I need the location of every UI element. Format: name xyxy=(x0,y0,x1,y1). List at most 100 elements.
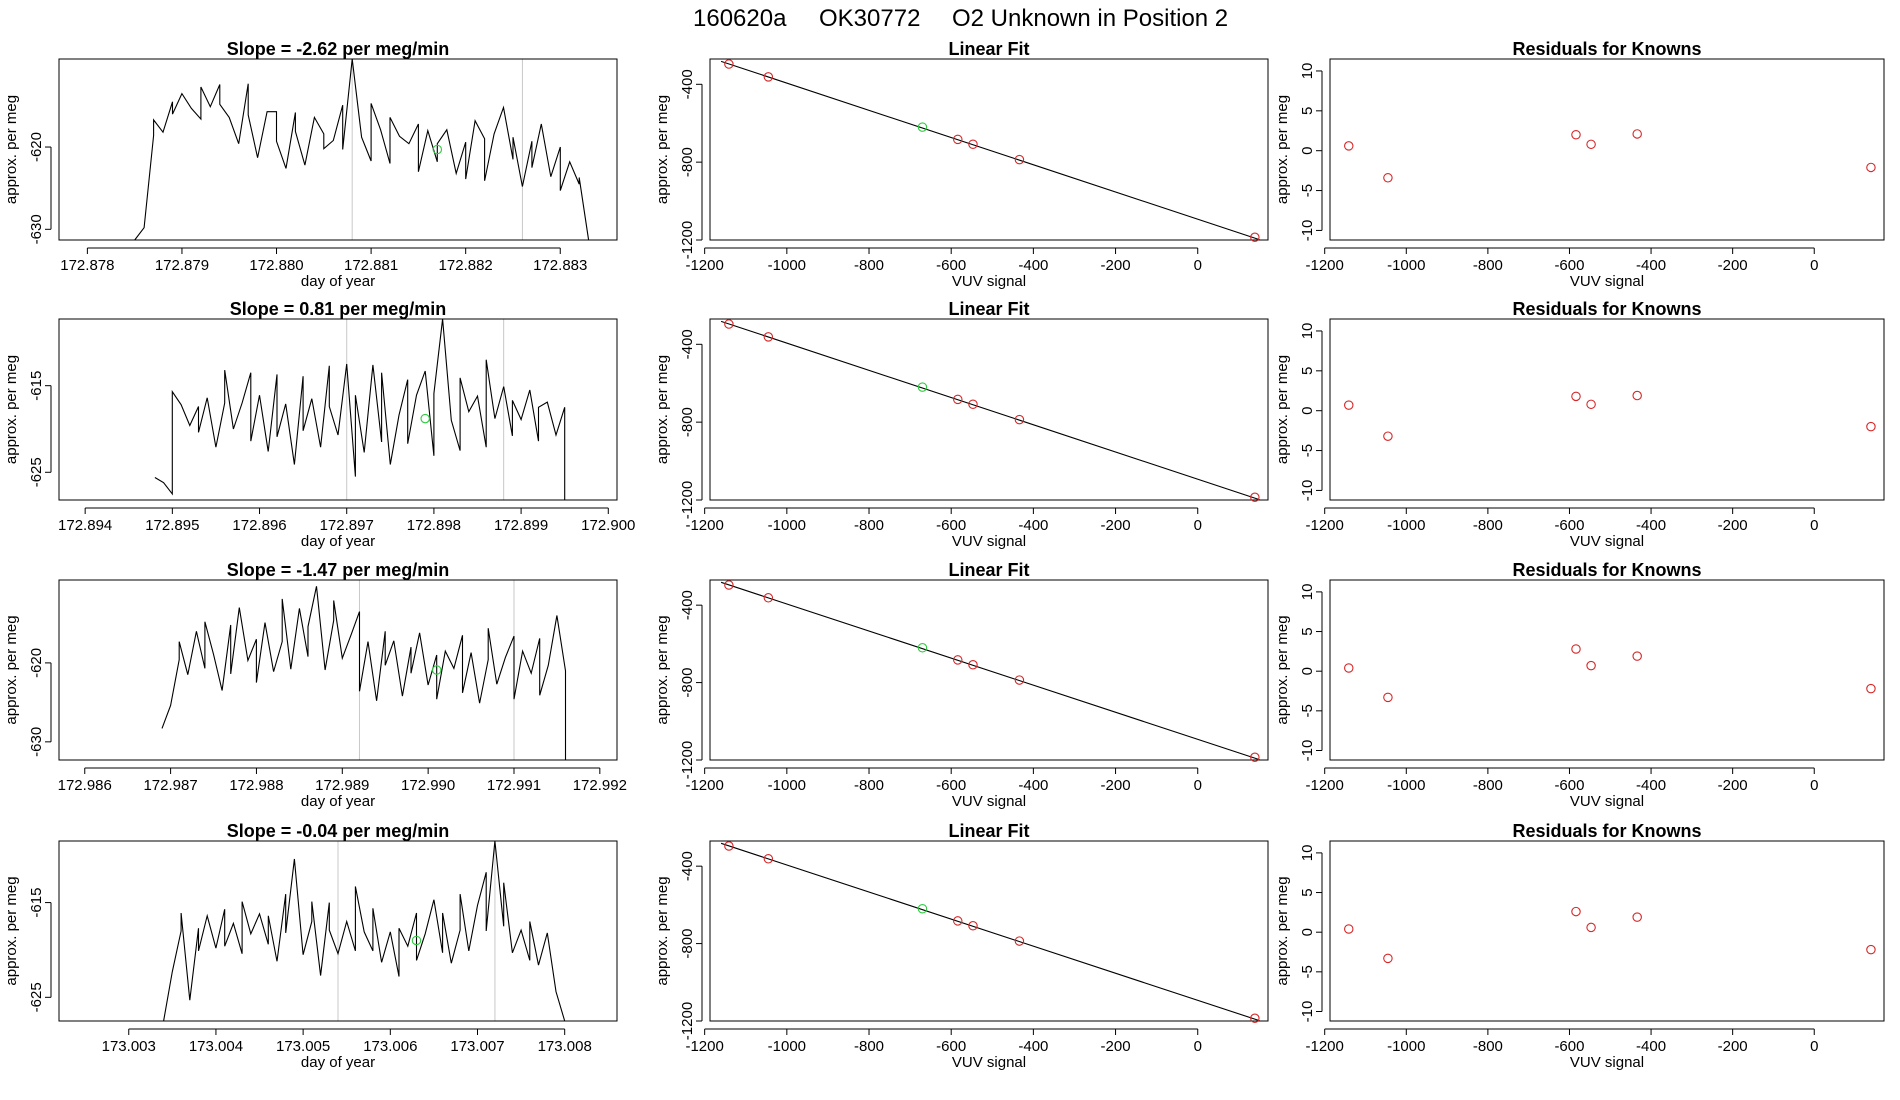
y-tick-label: 0 xyxy=(1299,407,1316,415)
y-tick-label: -800 xyxy=(679,147,696,177)
data-trace xyxy=(161,586,567,760)
y-tick-label: -5 xyxy=(1299,444,1316,457)
unknown-point xyxy=(431,665,442,675)
x-axis-label: VUV signal xyxy=(952,793,1026,810)
x-tick-label: 0 xyxy=(1194,257,1202,274)
known-point xyxy=(1383,953,1393,964)
panel-r2-c1: Slope = 0.81 per meg/min 172.894 172.895 17… xyxy=(3,299,635,550)
x-tick-label: -1000 xyxy=(768,517,806,534)
y-axis-label: approx. per meg xyxy=(1274,95,1291,204)
x-tick-label: 172.879 xyxy=(155,257,209,274)
known-point xyxy=(1571,129,1581,140)
known-point xyxy=(724,841,734,851)
known-point xyxy=(1014,154,1025,165)
y-tick-label: -400 xyxy=(679,329,696,359)
known-point xyxy=(1250,752,1260,763)
x-tick-label: -1200 xyxy=(1306,1038,1344,1055)
x-tick-label: -800 xyxy=(1473,257,1503,274)
x-tick-label: -400 xyxy=(1636,517,1666,534)
known-point xyxy=(1250,492,1260,503)
y-tick-label: -630 xyxy=(28,727,45,757)
x-tick-label: 172.880 xyxy=(249,257,303,274)
x-tick-label: 172.991 xyxy=(487,777,541,794)
x-tick-label: -1000 xyxy=(1387,1038,1425,1055)
y-tick-label: -1200 xyxy=(679,1002,696,1040)
known-point xyxy=(1586,139,1596,150)
fit-line xyxy=(720,60,1260,241)
known-point xyxy=(1014,675,1025,685)
y-axis-label: approx. per meg xyxy=(654,615,671,724)
unknown-point xyxy=(411,935,422,946)
x-tick-label: 172.878 xyxy=(60,257,114,274)
x-tick-label: -600 xyxy=(936,1038,966,1055)
known-point xyxy=(1866,683,1876,694)
x-tick-label: -800 xyxy=(854,777,884,794)
x-tick-label: -400 xyxy=(1636,257,1666,274)
y-tick-label: -625 xyxy=(28,982,45,1012)
plot-frame xyxy=(1329,318,1885,501)
x-tick-label: 0 xyxy=(1194,517,1202,534)
x-tick-label: 172.895 xyxy=(145,517,199,534)
x-tick-label: -200 xyxy=(1101,517,1131,534)
x-tick-label: 172.894 xyxy=(58,517,112,534)
plot-frame xyxy=(1329,58,1885,241)
x-tick-label: -1000 xyxy=(768,1038,806,1055)
unknown-point xyxy=(917,903,928,914)
plot-frame xyxy=(58,318,618,501)
known-point xyxy=(953,655,963,665)
panel-r3-c1: Slope = -1.47 per meg/min 172.986 172.987 1… xyxy=(3,560,627,810)
x-tick-label: 173.006 xyxy=(363,1038,417,1055)
plot-frame xyxy=(709,840,1269,1022)
x-tick-label: -1200 xyxy=(685,777,723,794)
panel-title: Residuals for Knowns xyxy=(1512,560,1701,580)
y-tick-label: 10 xyxy=(1299,323,1316,340)
known-point xyxy=(1571,391,1581,402)
y-tick-label: 10 xyxy=(1299,584,1316,601)
x-axis-label: VUV signal xyxy=(952,273,1026,290)
x-tick-label: -1000 xyxy=(1387,257,1425,274)
x-tick-label: 173.005 xyxy=(276,1038,330,1055)
x-tick-label: -400 xyxy=(1018,1038,1048,1055)
panel-title: Linear Fit xyxy=(948,299,1029,319)
x-tick-label: -1200 xyxy=(1306,517,1344,534)
known-point xyxy=(1014,414,1025,425)
x-tick-label: -200 xyxy=(1718,777,1748,794)
known-point xyxy=(763,593,774,603)
known-point xyxy=(1383,431,1393,441)
y-tick-label: -1200 xyxy=(679,481,696,519)
x-tick-label: 172.898 xyxy=(407,517,461,534)
y-tick-label: -615 xyxy=(28,371,45,401)
panel-r1-c1: Slope = -2.62 per meg/min 172.878 172.879 1… xyxy=(3,39,618,290)
y-tick-label: -800 xyxy=(679,668,696,698)
x-tick-label: -1000 xyxy=(1387,517,1425,534)
x-tick-label: 0 xyxy=(1810,1038,1818,1055)
known-point xyxy=(953,916,963,926)
known-point xyxy=(1344,663,1354,673)
fit-line xyxy=(720,842,1260,1022)
x-tick-label: -200 xyxy=(1718,517,1748,534)
panel-r4-c3: Residuals for Knowns-1200 -1000 -800 -600 -4… xyxy=(1274,821,1885,1071)
unknown-point xyxy=(917,122,928,132)
x-axis-label: VUV signal xyxy=(1570,1054,1644,1071)
data-trace xyxy=(134,58,590,241)
known-point xyxy=(1250,232,1260,243)
panel-title: Residuals for Knowns xyxy=(1512,39,1701,59)
known-point xyxy=(724,580,734,590)
x-tick-label: 172.990 xyxy=(401,777,455,794)
main-title-tank: OK30772 xyxy=(819,5,920,32)
y-tick-label: -5 xyxy=(1299,704,1316,717)
x-tick-label: 0 xyxy=(1810,777,1818,794)
panel-r3-c2: Linear Fit -1200 -1000 -800 -600 -400 -200 0 -12… xyxy=(654,560,1269,810)
known-point xyxy=(1344,400,1354,410)
plot-frame xyxy=(58,58,618,241)
known-point xyxy=(1344,924,1354,934)
panel-title: Linear Fit xyxy=(948,821,1029,841)
x-tick-label: -600 xyxy=(936,777,966,794)
y-tick-label: -800 xyxy=(679,929,696,959)
known-point xyxy=(968,660,978,670)
y-axis-label: approx. per meg xyxy=(3,95,20,204)
x-tick-label: -200 xyxy=(1718,1038,1748,1055)
x-tick-label: -600 xyxy=(1554,257,1584,274)
unknown-point xyxy=(420,413,430,424)
